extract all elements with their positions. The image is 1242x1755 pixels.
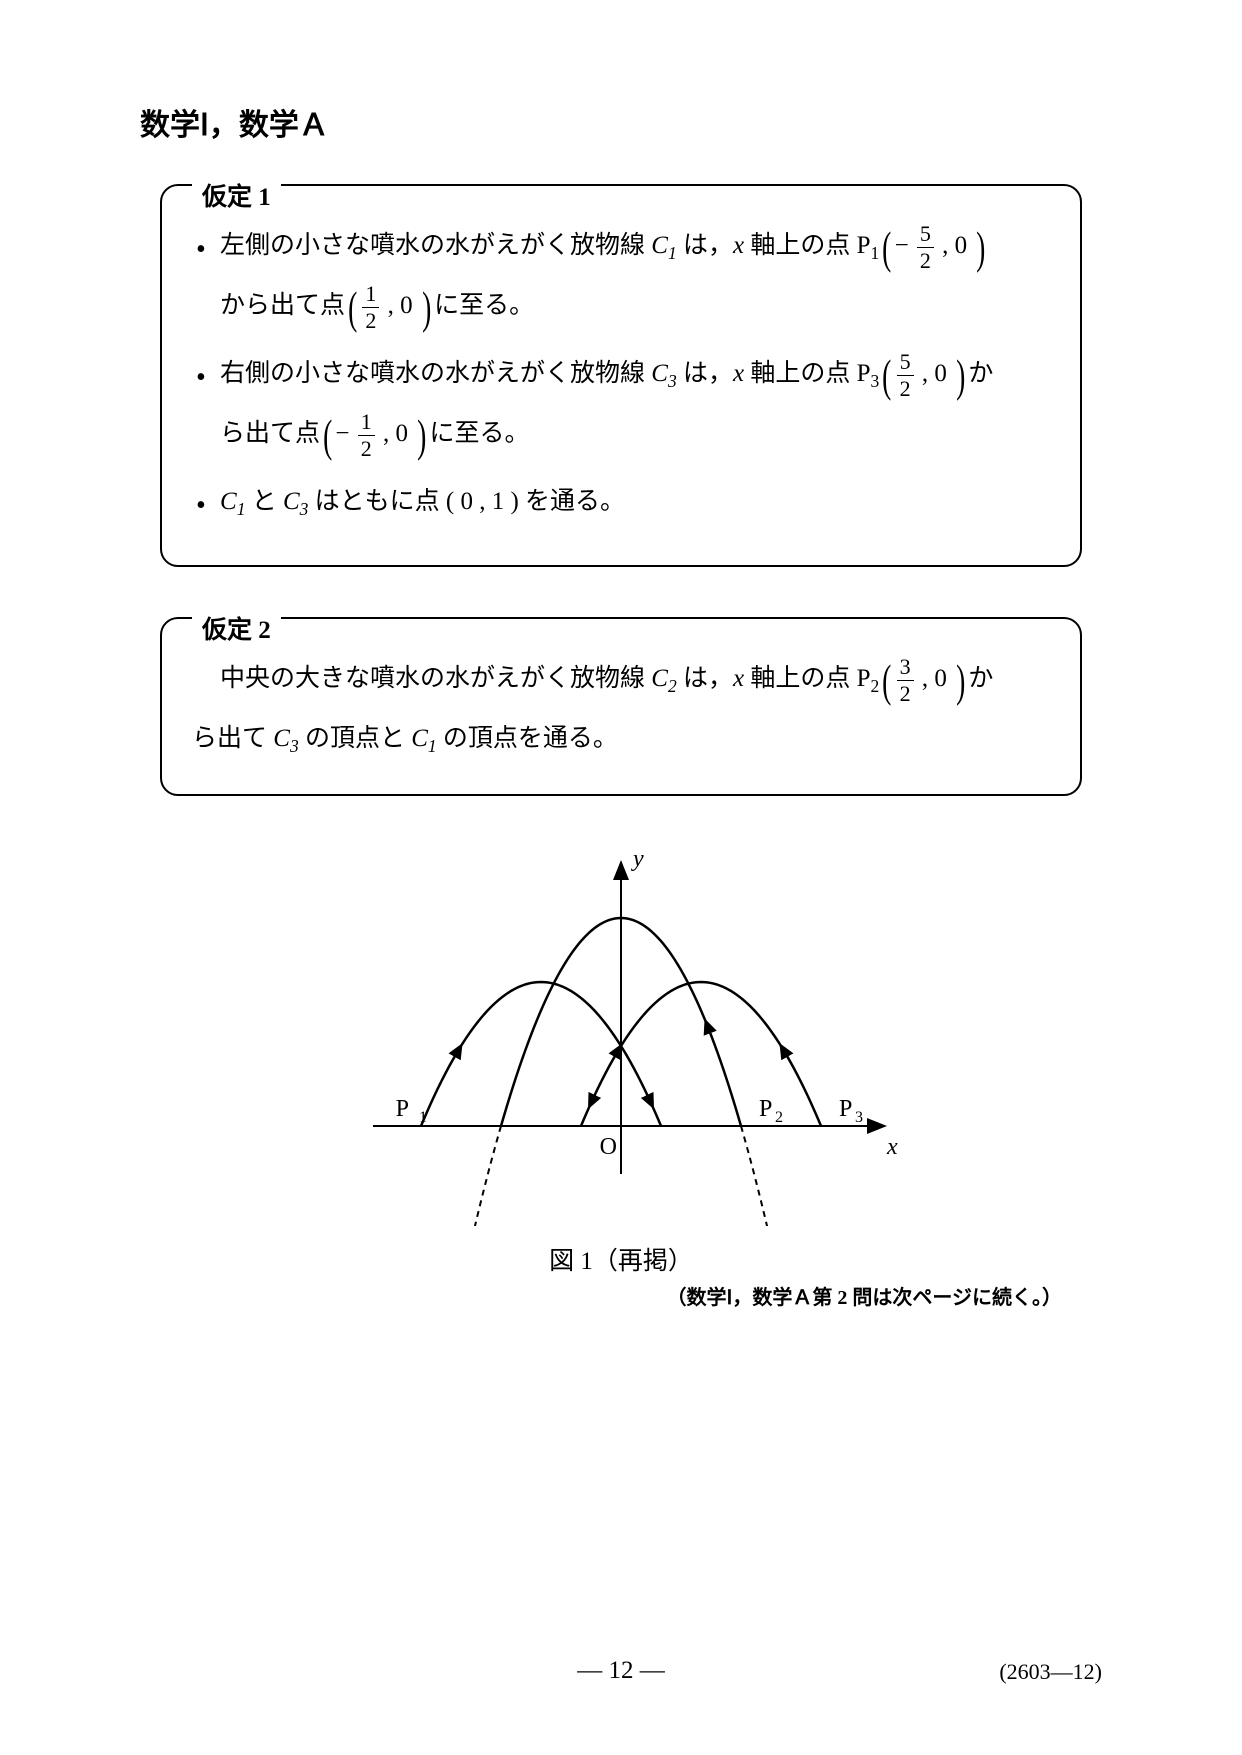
text: か bbox=[968, 665, 993, 692]
c1-sym: C1 bbox=[651, 232, 676, 259]
text: に至る。 bbox=[434, 292, 534, 319]
frac: 32 bbox=[897, 656, 914, 705]
rparen: ) bbox=[417, 415, 426, 456]
psub: 1 bbox=[870, 243, 879, 263]
svg-text:x: x bbox=[886, 1134, 898, 1160]
psub: 2 bbox=[870, 676, 879, 696]
svg-text:O: O bbox=[600, 1134, 617, 1160]
text: x bbox=[733, 232, 744, 259]
rparen: ) bbox=[956, 660, 965, 701]
box1-bullet2: 右側の小さな噴水の水がえがく放物線 C3 は，x 軸上の点 P3(52 , 0 … bbox=[192, 344, 1050, 464]
text: 軸上の点 P bbox=[744, 665, 870, 692]
c1: C1 bbox=[411, 725, 436, 752]
minus: − bbox=[895, 232, 915, 259]
text: x bbox=[733, 360, 744, 387]
box1-bullet1: 左側の小さな噴水の水がえがく放物線 C1 は，x 軸上の点 P1(− 52 , … bbox=[192, 216, 1050, 336]
svg-text:2: 2 bbox=[775, 1109, 783, 1126]
box2-title: 仮定 2 bbox=[192, 601, 281, 661]
page-header: 数学Ⅰ，数学Ａ bbox=[140, 100, 1102, 144]
assumption-box-1: 仮定 1 左側の小さな噴水の水がえがく放物線 C1 は，x 軸上の点 P1(− … bbox=[160, 184, 1082, 567]
rparen: ) bbox=[956, 355, 965, 396]
box2-content: 中央の大きな噴水の水がえがく放物線 C2 は，x 軸上の点 P2(32 , 0 … bbox=[192, 649, 1050, 709]
comma: , 0 bbox=[916, 360, 954, 387]
lparen: ( bbox=[882, 355, 891, 396]
text: 左側の小さな噴水の水がえがく放物線 bbox=[220, 232, 651, 259]
frac: 12 bbox=[358, 411, 375, 460]
continue-note: （数学Ⅰ，数学Ａ第 2 問は次ページに続く。） bbox=[140, 1281, 1102, 1310]
text: ら出て bbox=[192, 725, 273, 752]
page-code: (2603―12) bbox=[999, 1659, 1102, 1685]
box2-content-line2: ら出て C3 の頂点と C1 の頂点を通る。 bbox=[192, 709, 1050, 769]
text: は， bbox=[677, 665, 733, 692]
c3: C3 bbox=[283, 488, 308, 515]
text: x bbox=[733, 665, 744, 692]
box1-bullet3: C1 と C3 はともに点 ( 0 , 1 ) を通る。 bbox=[192, 472, 1050, 532]
psub: 3 bbox=[870, 371, 879, 391]
text: に至る。 bbox=[430, 420, 530, 447]
frac: 52 bbox=[917, 223, 934, 272]
comma: , 0 bbox=[936, 232, 974, 259]
text: か bbox=[968, 360, 993, 387]
assumption-box-2: 仮定 2 中央の大きな噴水の水がえがく放物線 C2 は，x 軸上の点 P2(32… bbox=[160, 617, 1082, 796]
comma: , 0 bbox=[916, 665, 954, 692]
frac: 12 bbox=[362, 283, 379, 332]
diagram-area: yxOP1P2P3 図 1（再掲） （数学Ⅰ，数学Ａ第 2 問は次ページに続く。… bbox=[140, 846, 1102, 1310]
comma: , 0 bbox=[377, 420, 415, 447]
svg-text:P: P bbox=[396, 1096, 409, 1122]
text: ら出て点 bbox=[220, 420, 320, 447]
c3: C3 bbox=[273, 725, 298, 752]
svg-text:1: 1 bbox=[419, 1109, 427, 1126]
text: はともに点 ( 0 , 1 ) を通る。 bbox=[308, 488, 625, 515]
diagram-caption: 図 1（再掲） bbox=[140, 1241, 1102, 1277]
text: の頂点を通る。 bbox=[437, 725, 618, 752]
text: 右側の小さな噴水の水がえがく放物線 bbox=[220, 360, 651, 387]
lparen: ( bbox=[348, 287, 357, 328]
comma: , 0 bbox=[381, 292, 419, 319]
c3-sym: C3 bbox=[651, 360, 676, 387]
text: 中央の大きな噴水の水がえがく放物線 bbox=[220, 665, 651, 692]
c1: C1 bbox=[220, 488, 245, 515]
frac: 52 bbox=[897, 351, 914, 400]
rparen: ) bbox=[976, 227, 985, 268]
lparen: ( bbox=[323, 415, 332, 456]
text: 軸上の点 P bbox=[744, 360, 870, 387]
c2-sym: C2 bbox=[651, 665, 676, 692]
minus: − bbox=[335, 420, 355, 447]
svg-text:y: y bbox=[631, 846, 644, 872]
text: は， bbox=[677, 232, 733, 259]
svg-text:3: 3 bbox=[855, 1109, 863, 1126]
rparen: ) bbox=[422, 287, 431, 328]
svg-text:P: P bbox=[839, 1096, 852, 1122]
text: と bbox=[245, 488, 283, 515]
svg-text:P: P bbox=[759, 1096, 772, 1122]
text: 軸上の点 P bbox=[744, 232, 870, 259]
text: から出て点 bbox=[220, 292, 345, 319]
parabola-diagram: yxOP1P2P3 bbox=[341, 846, 901, 1226]
text: の頂点と bbox=[299, 725, 412, 752]
lparen: ( bbox=[882, 227, 891, 268]
text: は， bbox=[677, 360, 733, 387]
lparen: ( bbox=[882, 660, 891, 701]
